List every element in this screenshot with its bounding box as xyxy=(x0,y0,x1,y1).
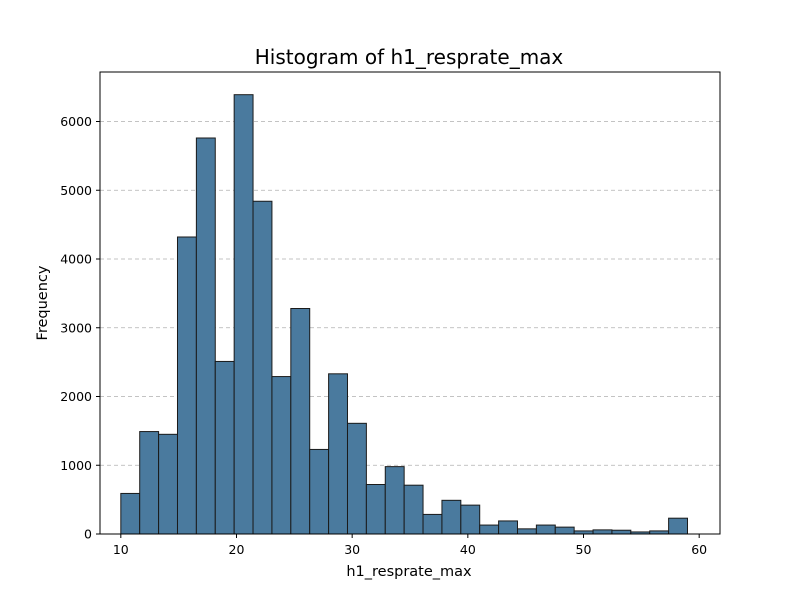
chart-title: Histogram of h1_resprate_max xyxy=(255,45,564,69)
y-tick-label: 0 xyxy=(84,527,92,542)
histogram-bar xyxy=(158,433,178,535)
histogram-bar xyxy=(516,528,537,535)
histogram-bar xyxy=(271,376,292,535)
histogram-bar xyxy=(120,492,141,535)
histogram-bar xyxy=(365,484,386,535)
histogram-bar xyxy=(176,236,197,535)
y-tick-label: 2000 xyxy=(60,389,92,404)
x-tick-label: 20 xyxy=(229,542,245,557)
histogram-bar xyxy=(498,520,518,535)
histogram-bar xyxy=(139,431,160,535)
y-tick-label: 4000 xyxy=(60,252,92,267)
x-tick-label: 50 xyxy=(576,542,592,557)
plot-frame xyxy=(99,71,721,535)
x-tick-label: 60 xyxy=(691,542,707,557)
histogram-bar xyxy=(384,466,405,535)
histogram-bar xyxy=(214,360,235,535)
histogram-bar xyxy=(460,504,481,535)
histogram-bar xyxy=(252,200,273,535)
histogram-bar xyxy=(195,137,216,535)
x-axis-label: h1_resprate_max xyxy=(346,564,472,580)
histogram-bar xyxy=(290,308,311,535)
y-tick-label: 3000 xyxy=(60,320,92,335)
histogram-bar xyxy=(479,524,500,535)
histogram-bar xyxy=(535,524,556,535)
y-tick-label: 1000 xyxy=(60,458,92,473)
bars xyxy=(120,94,688,535)
histogram-bar xyxy=(233,94,254,535)
x-tick-label: 10 xyxy=(113,542,129,557)
y-tick-label: 5000 xyxy=(60,183,92,198)
histogram-bar xyxy=(309,448,330,535)
grid-lines xyxy=(100,121,720,466)
y-tick-label: 6000 xyxy=(60,114,92,129)
y-axis-label: Frequency xyxy=(35,265,51,340)
x-axis-ticks: 10 20 30 40 50 60 xyxy=(113,534,707,557)
histogram-bar xyxy=(441,499,462,535)
histogram-bar xyxy=(554,526,575,535)
histogram-bar xyxy=(422,513,443,535)
histogram-bar xyxy=(328,373,348,535)
y-axis-ticks: 0 1000 2000 3000 4000 5000 6000 xyxy=(60,114,100,542)
histogram-bar xyxy=(346,422,367,535)
histogram-bar xyxy=(403,484,424,535)
histogram-bar xyxy=(668,517,688,535)
histogram-bar xyxy=(611,529,632,535)
histogram-bar xyxy=(592,529,613,535)
x-tick-label: 40 xyxy=(460,542,476,557)
x-tick-label: 30 xyxy=(344,542,360,557)
